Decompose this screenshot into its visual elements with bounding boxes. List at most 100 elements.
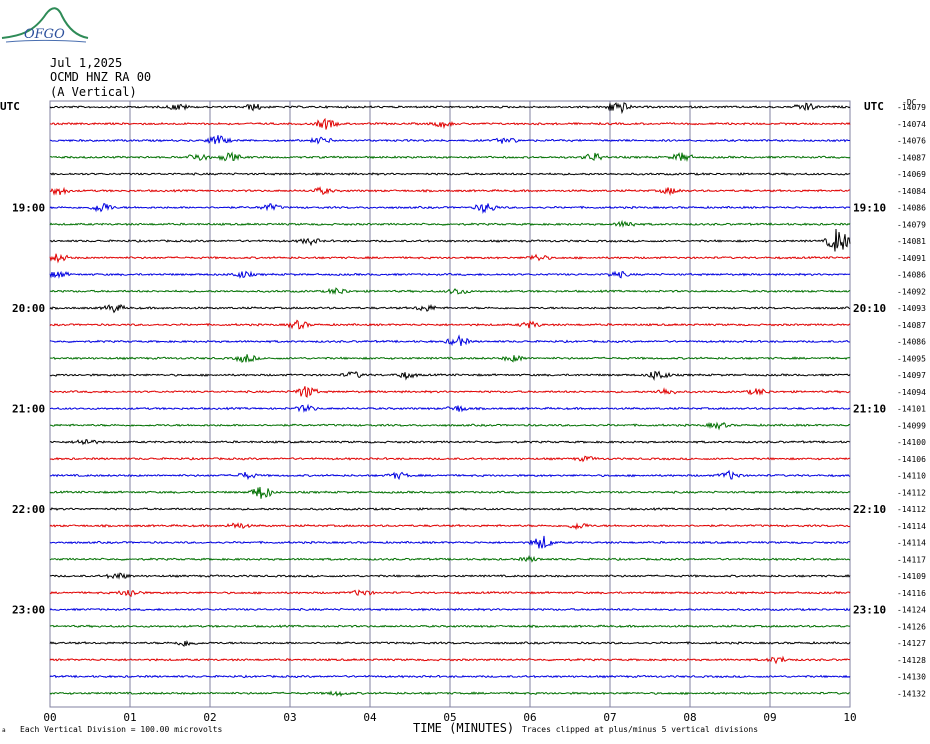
trace-line [49, 319, 851, 330]
trace-line [49, 486, 851, 499]
dc-offset-label: -14099 [897, 421, 926, 430]
dc-offset-label: -14087 [897, 321, 926, 330]
trace-line [49, 624, 851, 629]
dc-offset-label: -14086 [897, 204, 926, 213]
right-axis-title: UTC [864, 100, 884, 113]
footer-left-mark: a [2, 727, 6, 734]
right-hour-label: 23:10 [853, 604, 886, 617]
dc-offset-label: -14094 [897, 388, 926, 397]
trace-line [49, 469, 851, 481]
left-hour-label: 23:00 [12, 604, 45, 617]
trace-line [49, 202, 851, 214]
trace-line [49, 303, 851, 314]
left-hour-label: 22:00 [12, 503, 45, 516]
trace-line [49, 334, 851, 347]
trace-line [49, 507, 851, 511]
left-hour-label: 21:00 [12, 403, 45, 416]
trace-line [49, 421, 851, 431]
dc-offset-label: -14092 [897, 287, 926, 296]
dc-offset-label: -14116 [897, 589, 926, 598]
trace-line [49, 172, 851, 176]
trace-line [49, 219, 851, 228]
dc-offset-label: -14132 [897, 689, 926, 698]
x-tick-label: 06 [523, 711, 536, 724]
trace-line [49, 354, 851, 363]
clip-note: Traces clipped at plus/minus 5 vertical … [522, 725, 759, 734]
dc-offset-label: -14086 [897, 338, 926, 347]
x-tick-label: 09 [763, 711, 776, 724]
trace-line [49, 655, 851, 665]
dc-offset-label: -14128 [897, 656, 926, 665]
right-hour-label: 21:10 [853, 403, 886, 416]
trace-line [49, 135, 851, 145]
trace-line [49, 607, 851, 612]
dc-header: -DC [902, 98, 917, 107]
trace-line [49, 589, 851, 598]
trace-line [49, 535, 851, 549]
header-date: Jul 1,2025 [50, 56, 123, 70]
trace-line [49, 640, 851, 647]
trace-line [49, 370, 851, 381]
left-axis-title: UTC [0, 100, 20, 113]
dc-offset-label: -14069 [897, 170, 926, 179]
dc-offset-label: -14084 [897, 187, 926, 196]
division-note: Each Vertical Division = 100.00 microvol… [20, 725, 223, 734]
dc-offset-label: -14117 [897, 555, 926, 564]
dc-offset-label: -14126 [897, 622, 926, 631]
dc-offset-label: -14086 [897, 271, 926, 280]
trace-line [49, 522, 851, 531]
dc-offset-label: -14079 [897, 103, 926, 112]
trace-line [49, 572, 851, 580]
trace-line [49, 102, 851, 115]
trace-line [49, 386, 851, 398]
dc-offset-label: -14101 [897, 405, 926, 414]
left-hour-label: 20:00 [12, 302, 45, 315]
header-station: OCMD HNZ RA 00 [50, 70, 152, 84]
right-hour-label: 22:10 [853, 503, 886, 516]
trace-line [49, 455, 851, 463]
x-tick-label: 02 [203, 711, 216, 724]
dc-offset-label: -14112 [897, 488, 926, 497]
x-tick-label: 05 [443, 711, 456, 724]
logo-graphic [1, 7, 89, 43]
trace-line [49, 151, 851, 162]
dc-offset-label: -14087 [897, 153, 926, 162]
x-tick-label: 08 [683, 711, 696, 724]
trace-line [49, 555, 851, 563]
dc-offset-label: -14114 [897, 539, 926, 548]
dc-offset-label: -14109 [897, 572, 926, 581]
dc-offset-label: -14091 [897, 254, 926, 263]
trace-line [49, 117, 851, 130]
trace-line [49, 403, 851, 413]
dc-offset-label: -14100 [897, 438, 926, 447]
header-component: (A Vertical) [50, 85, 137, 99]
dc-offset-label: -14093 [897, 304, 926, 313]
dc-offset-label: -14079 [897, 220, 926, 229]
dc-offset-label: -14130 [897, 673, 926, 682]
trace-line [49, 253, 851, 264]
dc-offset-label: -14124 [897, 606, 926, 615]
left-hour-label: 19:00 [12, 202, 45, 215]
trace-line [49, 287, 851, 296]
x-tick-label: 04 [363, 711, 377, 724]
dc-offset-label: -14081 [897, 237, 926, 246]
x-tick-label: 03 [283, 711, 296, 724]
dc-offset-label: -14106 [897, 455, 926, 464]
dc-offset-label: -14127 [897, 639, 926, 648]
dc-offset-label: -14074 [897, 120, 926, 129]
trace-line [49, 674, 851, 679]
trace-line [49, 228, 851, 252]
x-tick-label: 01 [123, 711, 136, 724]
x-tick-label: 00 [43, 711, 56, 724]
x-axis-title: TIME (MINUTES) [413, 721, 515, 735]
dc-offset-label: -14095 [897, 354, 926, 363]
dc-offset-label: -14076 [897, 137, 926, 146]
dc-offset-label: -14110 [897, 472, 926, 481]
x-tick-label: 07 [603, 711, 616, 724]
dc-offset-label: -14112 [897, 505, 926, 514]
trace-line [49, 439, 851, 446]
trace-line [49, 270, 851, 279]
dc-offset-label: -14114 [897, 522, 926, 531]
right-hour-label: 19:10 [853, 202, 886, 215]
